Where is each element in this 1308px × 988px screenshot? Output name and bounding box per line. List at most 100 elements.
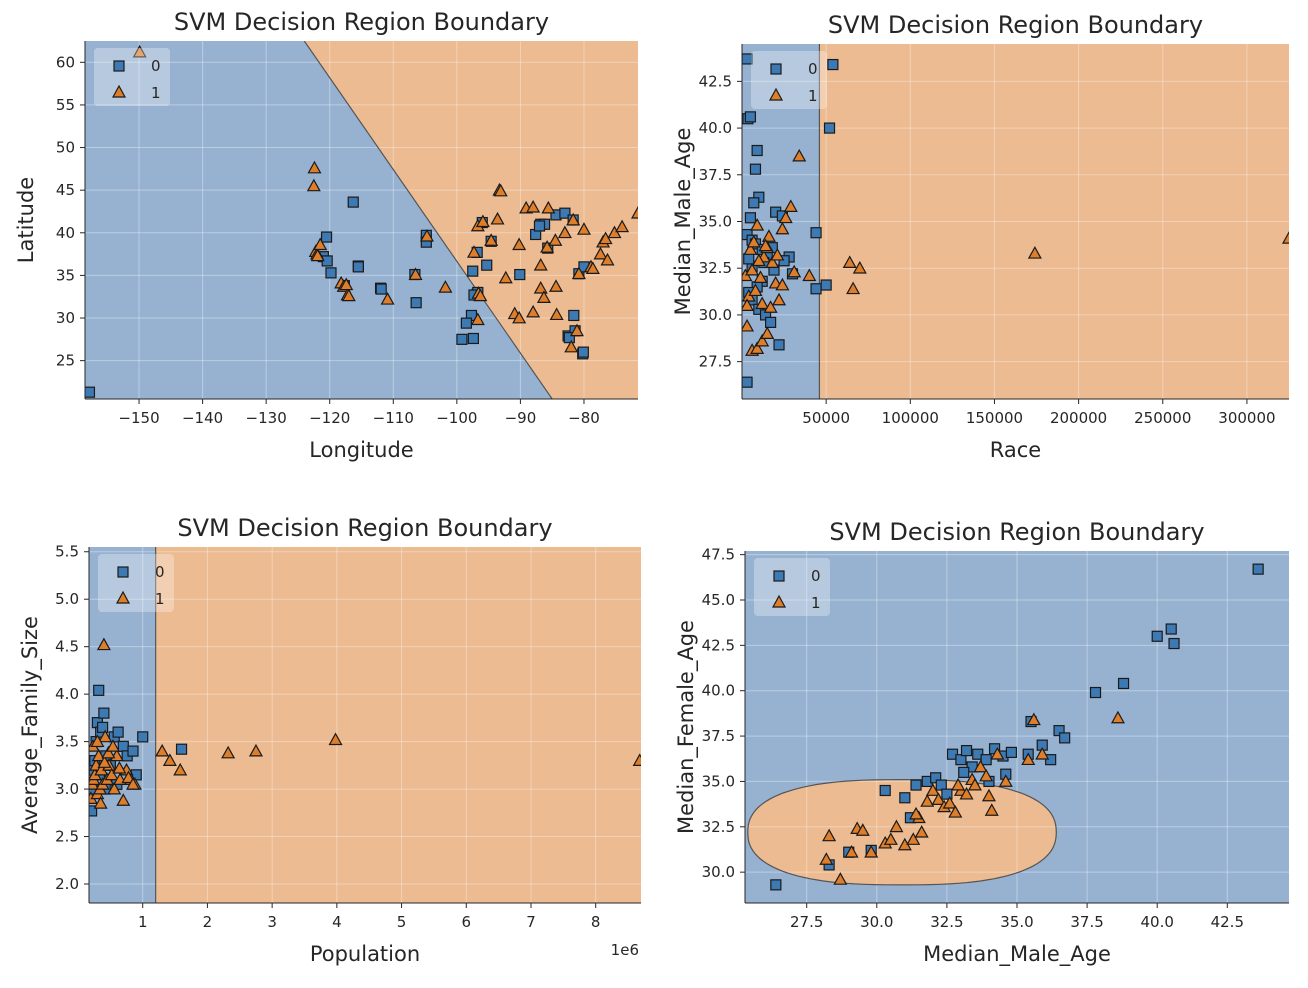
- point-class1-1-29: [755, 296, 770, 310]
- gridlines: [742, 44, 1289, 399]
- point-class0-3-25: [1053, 725, 1065, 737]
- point-class0-3-24: [1045, 754, 1057, 766]
- point-class0-2-14: [117, 740, 129, 752]
- point-class0-0-36: [568, 309, 580, 322]
- point-class0-3-34: [941, 788, 953, 800]
- point-class1-3-26: [981, 788, 996, 802]
- point-class1-0-11: [341, 288, 356, 302]
- point-class0-3-9: [930, 772, 942, 784]
- point-class1-3-0: [819, 852, 834, 865]
- point-class1-3-9: [889, 819, 904, 833]
- x-tick-label: 5: [397, 913, 407, 931]
- x-tick-label: 37.5: [1070, 913, 1103, 931]
- legend: 01: [751, 51, 827, 109]
- y-tick-label: 45: [56, 181, 75, 199]
- x-tick-label: 1: [138, 913, 148, 931]
- point-class1-0-31: [533, 280, 548, 294]
- legend-label-class0: 0: [811, 567, 821, 585]
- point-class1-0-10: [339, 277, 354, 291]
- x-tick-label: 2: [203, 913, 213, 931]
- point-class0-1-32: [827, 58, 839, 71]
- point-class1-1-0: [742, 318, 755, 332]
- point-class1-2-32: [97, 755, 112, 768]
- point-class1-0-17: [475, 214, 490, 228]
- point-class1-2-37: [125, 777, 141, 790]
- point-class1-3-5: [855, 823, 870, 836]
- x-tick-label: 8: [591, 913, 601, 931]
- point-class1-3-30: [1021, 752, 1036, 766]
- y-tick-label: 40.0: [702, 682, 735, 700]
- point-class1-0-0: [132, 44, 147, 58]
- y-tick-label: 3.5: [55, 733, 79, 751]
- y-tick-label: 30.0: [699, 306, 732, 324]
- point-class0-3-0: [770, 879, 782, 891]
- point-class1-0-50: [536, 290, 551, 303]
- y-tick-label: 27.5: [699, 353, 732, 371]
- point-class1-1-35: [758, 238, 773, 252]
- point-class0-0-5: [325, 267, 337, 279]
- x-tick-label: −150: [118, 409, 159, 427]
- point-class1-0-55: [466, 245, 482, 258]
- point-class1-1-8: [761, 229, 776, 242]
- legend-label-class0: 0: [155, 563, 165, 581]
- point-class1-3-35: [951, 777, 966, 791]
- point-class1-2-36: [121, 770, 136, 784]
- point-class0-3-29: [1151, 630, 1163, 642]
- scatter-points: [770, 563, 1264, 891]
- point-class1-0-12: [380, 292, 395, 305]
- y-tick-label: 55: [56, 96, 75, 114]
- y-tick-label: 47.5: [702, 546, 735, 564]
- point-class0-1-6: [748, 197, 760, 209]
- point-class1-1-22: [1281, 231, 1289, 244]
- point-class1-0-49: [630, 205, 638, 219]
- point-class0-1-29: [810, 283, 822, 295]
- point-class1-1-4: [750, 218, 765, 231]
- x-tick-label: −120: [309, 409, 350, 427]
- y-tick-label: 2.0: [55, 875, 79, 893]
- legend-marker-class0: [117, 566, 129, 578]
- point-class1-0-21: [470, 312, 485, 326]
- region-class1: [155, 547, 641, 903]
- point-class1-1-15: [787, 264, 802, 278]
- point-class0-2-16: [127, 745, 139, 757]
- point-class1-1-3: [746, 234, 761, 248]
- point-class1-3-25: [979, 768, 994, 782]
- x-offset-label: 1e6: [611, 941, 639, 959]
- point-class1-0-25: [512, 310, 527, 324]
- y-tick-label: 35.0: [702, 772, 735, 790]
- point-class0-2-7: [96, 721, 109, 733]
- point-class1-0-2: [306, 178, 321, 192]
- point-class1-0-51: [549, 307, 564, 321]
- point-class0-1-3: [751, 144, 763, 157]
- point-class1-0-32: [540, 240, 555, 253]
- legend: 01: [94, 48, 170, 106]
- point-class1-0-53: [498, 270, 513, 284]
- point-class1-0-30: [533, 257, 548, 271]
- point-class0-1-27: [742, 376, 753, 388]
- legend-label-class1: 1: [151, 84, 161, 102]
- legend-label-class0: 0: [151, 57, 161, 75]
- point-class1-0-35: [548, 279, 564, 292]
- point-class0-1-31: [823, 122, 836, 134]
- point-class1-2-34: [105, 739, 120, 752]
- point-class0-3-13: [960, 744, 973, 757]
- legend-marker-class1: [768, 87, 784, 101]
- legend: 01: [98, 554, 174, 612]
- point-class0-3-30: [1165, 623, 1177, 635]
- y-axis-label: Latitude: [14, 177, 38, 263]
- point-class1-0-15: [438, 280, 453, 293]
- chart-title: SVM Decision Region Boundary: [174, 8, 549, 36]
- legend-box: [754, 558, 830, 616]
- y-tick-label: 4.0: [55, 685, 79, 703]
- subplot-4: 27.5 30.0 32.5 35.0 37.5 40.0 42.5 30.0 32.5 35.0…: [674, 518, 1289, 967]
- chart-title: SVM Decision Region Boundary: [828, 11, 1203, 39]
- point-class1-3-32: [1035, 746, 1050, 760]
- point-class1-3-31: [1026, 712, 1041, 726]
- point-class0-3-32: [1252, 563, 1264, 575]
- point-class1-0-46: [600, 252, 615, 266]
- x-axis-label: Population: [310, 942, 420, 966]
- y-tick-label: 42.5: [699, 72, 732, 90]
- x-axis-label: Longitude: [309, 438, 413, 462]
- point-class0-3-27: [1089, 686, 1102, 699]
- point-class0-3-31: [1168, 637, 1180, 650]
